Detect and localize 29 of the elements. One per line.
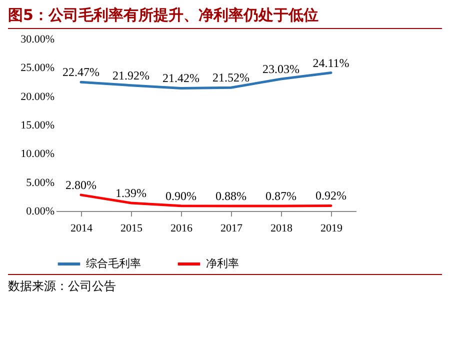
legend-label: 净利率 <box>206 257 239 270</box>
data-label: 2.80% <box>66 178 96 192</box>
x-tick-label: 2017 <box>220 222 243 234</box>
data-label: 0.88% <box>216 188 246 203</box>
data-label: 0.87% <box>266 189 296 204</box>
x-tick-label: 2015 <box>120 222 143 234</box>
data-label: 0.92% <box>316 188 346 203</box>
data-label: 21.42% <box>162 71 200 86</box>
legend-label: 综合毛利率 <box>86 257 141 270</box>
y-tick-label: 25.00% <box>20 62 54 74</box>
y-tick-label: 5.00% <box>26 176 54 189</box>
x-tick-label: 2016 <box>170 222 193 234</box>
y-tick-label: 30.00% <box>20 34 54 46</box>
y-tick-label: 15.00% <box>20 120 54 132</box>
data-label: 23.03% <box>262 62 300 76</box>
data-label: 24.11% <box>312 56 350 70</box>
x-tick-label: 2014 <box>70 222 93 234</box>
y-tick-label: 10.00% <box>20 148 54 160</box>
y-tick-label: 0.00% <box>26 206 54 218</box>
x-tick-label: 2018 <box>270 222 293 234</box>
data-label: 1.39% <box>116 186 146 200</box>
data-label: 21.92% <box>112 68 150 82</box>
source-note: 数据来源：公司公告 <box>8 274 442 295</box>
data-label: 0.90% <box>166 188 196 203</box>
x-tick-label: 2019 <box>320 222 343 234</box>
y-tick-label: 20.00% <box>20 90 54 103</box>
chart-title: 图5：公司毛利率有所提升、净利率仍处于低位 <box>8 6 442 29</box>
data-label: 21.52% <box>212 70 250 85</box>
data-label: 22.47% <box>62 65 100 80</box>
